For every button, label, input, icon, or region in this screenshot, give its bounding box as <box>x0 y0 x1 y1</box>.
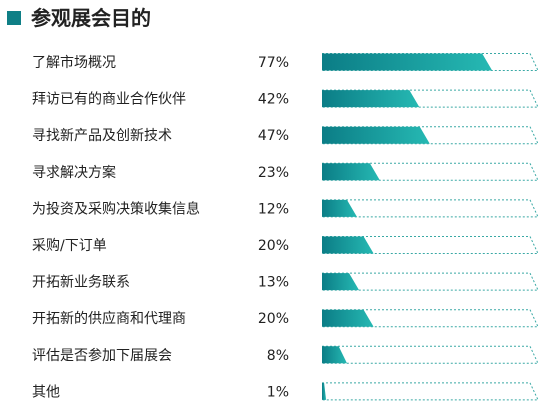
bar-track <box>322 199 539 218</box>
category-label: 寻找新产品及创新技术 <box>32 128 172 144</box>
bar-track <box>322 162 539 181</box>
bar-track <box>322 126 539 145</box>
value-label: 20% <box>258 311 289 327</box>
bar-row: 拜访已有的商业合作伙伴 42% <box>32 89 539 108</box>
chart-title: 参观展会目的 <box>31 6 151 30</box>
value-label: 20% <box>258 238 289 254</box>
value-label: 77% <box>258 55 289 71</box>
value-label: 47% <box>258 128 289 144</box>
bar <box>322 273 360 291</box>
value-label: 1% <box>267 384 289 400</box>
bar-track <box>322 272 539 291</box>
bar <box>322 382 327 400</box>
bar <box>322 309 374 327</box>
bar-row: 了解市场概况 77% <box>32 53 539 71</box>
title-marker <box>7 11 21 25</box>
bar-row: 开拓新业务联系 13% <box>32 272 539 291</box>
bar-row: 寻找新产品及创新技术 47% <box>32 126 539 145</box>
category-label: 开拓新业务联系 <box>32 275 130 291</box>
value-label: 12% <box>258 201 289 217</box>
bar <box>322 346 347 364</box>
category-label: 寻求解决方案 <box>32 164 116 181</box>
bar-track <box>322 309 539 328</box>
bar-row: 评估是否参加下届展会 8% <box>32 345 539 364</box>
category-label: 评估是否参加下届展会 <box>32 347 172 364</box>
category-label: 为投资及采购决策收集信息 <box>32 200 200 217</box>
bar-row: 采购/下订单 20% <box>32 236 539 254</box>
value-label: 8% <box>267 348 289 364</box>
category-label: 拜访已有的商业合作伙伴 <box>32 92 186 108</box>
bar <box>322 236 374 254</box>
bar <box>322 90 420 108</box>
bar-row: 为投资及采购决策收集信息 12% <box>32 199 539 218</box>
category-label: 了解市场概况 <box>32 54 116 71</box>
value-label: 23% <box>258 165 289 181</box>
bar-row: 其他 1% <box>32 382 539 401</box>
bar-track <box>322 236 539 254</box>
bar-track <box>322 89 539 108</box>
category-label: 开拓新的供应商和代理商 <box>32 310 186 327</box>
bar <box>322 126 430 144</box>
category-label: 采购/下订单 <box>32 238 107 254</box>
category-label: 其他 <box>32 384 60 400</box>
bar-row: 开拓新的供应商和代理商 20% <box>32 309 539 328</box>
bar <box>322 163 380 181</box>
bar-track <box>322 345 539 364</box>
value-label: 42% <box>258 92 289 108</box>
bar <box>322 53 493 71</box>
bar-row: 寻求解决方案 23% <box>32 162 539 181</box>
value-label: 13% <box>258 275 289 291</box>
bar-track <box>322 382 539 401</box>
bar <box>322 199 357 217</box>
